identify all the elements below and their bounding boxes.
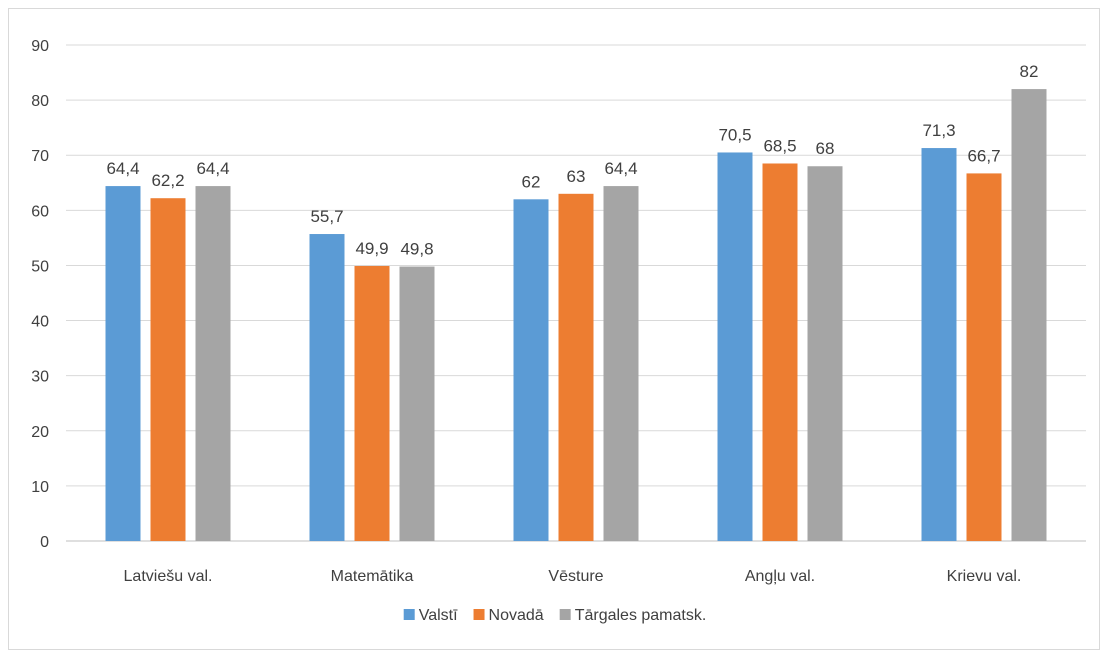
legend-swatch [403,609,415,620]
legend-label: Novadā [489,607,544,624]
data-label: 82 [1020,62,1039,81]
data-label: 63 [567,167,586,186]
y-axis: 0 10 20 30 40 50 60 70 80 90 [31,38,49,551]
bar-3-3 [603,186,639,541]
data-label: 68 [816,139,835,158]
y-tick-label: 10 [31,479,49,496]
x-axis: Latviešu val. Matemātika Vēsture Angļu val.… [124,568,1022,585]
legend-swatch [559,609,571,620]
data-label: 62,2 [151,171,184,190]
bar-chart: 0 10 20 30 40 50 60 70 80 90 64,4 62,2 64,4 55,7 49,9… [31,38,1086,624]
legend-item-3: Tārgales pamatsk. [559,607,707,624]
legend-swatch [473,609,485,620]
bar-2-4 [762,163,798,541]
legend-label: Valstī [419,607,458,624]
data-label: 64,4 [196,159,229,178]
legend: Valstī Novadā Tārgales pamatsk. [403,607,707,624]
legend-item-2: Novadā [473,607,544,624]
data-label: 62 [522,172,541,191]
category-label: Latviešu val. [124,568,213,585]
category-label: Krievu val. [947,568,1022,585]
bar-3-5 [1011,89,1047,541]
data-label: 68,5 [763,136,796,155]
legend-label: Tārgales pamatsk. [575,607,707,624]
category-label: Angļu val. [745,568,815,585]
data-label: 49,8 [400,240,433,259]
y-tick-label: 80 [31,93,49,110]
data-label: 66,7 [967,146,1000,165]
bar-1-3 [513,199,549,542]
bar-1-2 [309,234,345,541]
y-tick-label: 30 [31,369,49,386]
bar-1-5 [921,148,957,541]
y-tick-label: 70 [31,148,49,165]
bar-2-2 [354,265,390,541]
bar-3-4 [807,166,843,541]
y-tick-label: 20 [31,424,49,441]
y-tick-label: 50 [31,258,49,275]
data-label: 70,5 [718,125,751,144]
chart-frame: 0 10 20 30 40 50 60 70 80 90 64,4 62,2 64,4 55,7 49,9… [8,8,1100,650]
y-tick-label: 0 [40,534,49,551]
data-label: 64,4 [604,159,637,178]
bar-1-1 [105,186,141,541]
bar-2-5 [966,173,1002,542]
category-label: Matemātika [331,568,414,585]
data-label: 64,4 [106,159,139,178]
y-tick-label: 40 [31,314,49,331]
bar-3-1 [195,186,231,541]
y-tick-label: 90 [31,38,49,55]
data-label: 55,7 [310,207,343,226]
legend-item-1: Valstī [403,607,458,624]
bars: 64,4 62,2 64,4 55,7 49,9 49,8 62 63 64,4 70,5 68,5… [105,62,1047,542]
data-label: 71,3 [922,121,955,140]
bar-2-3 [558,193,594,542]
bar-1-4 [717,152,753,541]
category-label: Vēsture [548,568,603,585]
bar-2-1 [150,198,186,541]
bar-3-2 [399,266,435,541]
data-label: 49,9 [355,239,388,258]
y-tick-label: 60 [31,203,49,220]
